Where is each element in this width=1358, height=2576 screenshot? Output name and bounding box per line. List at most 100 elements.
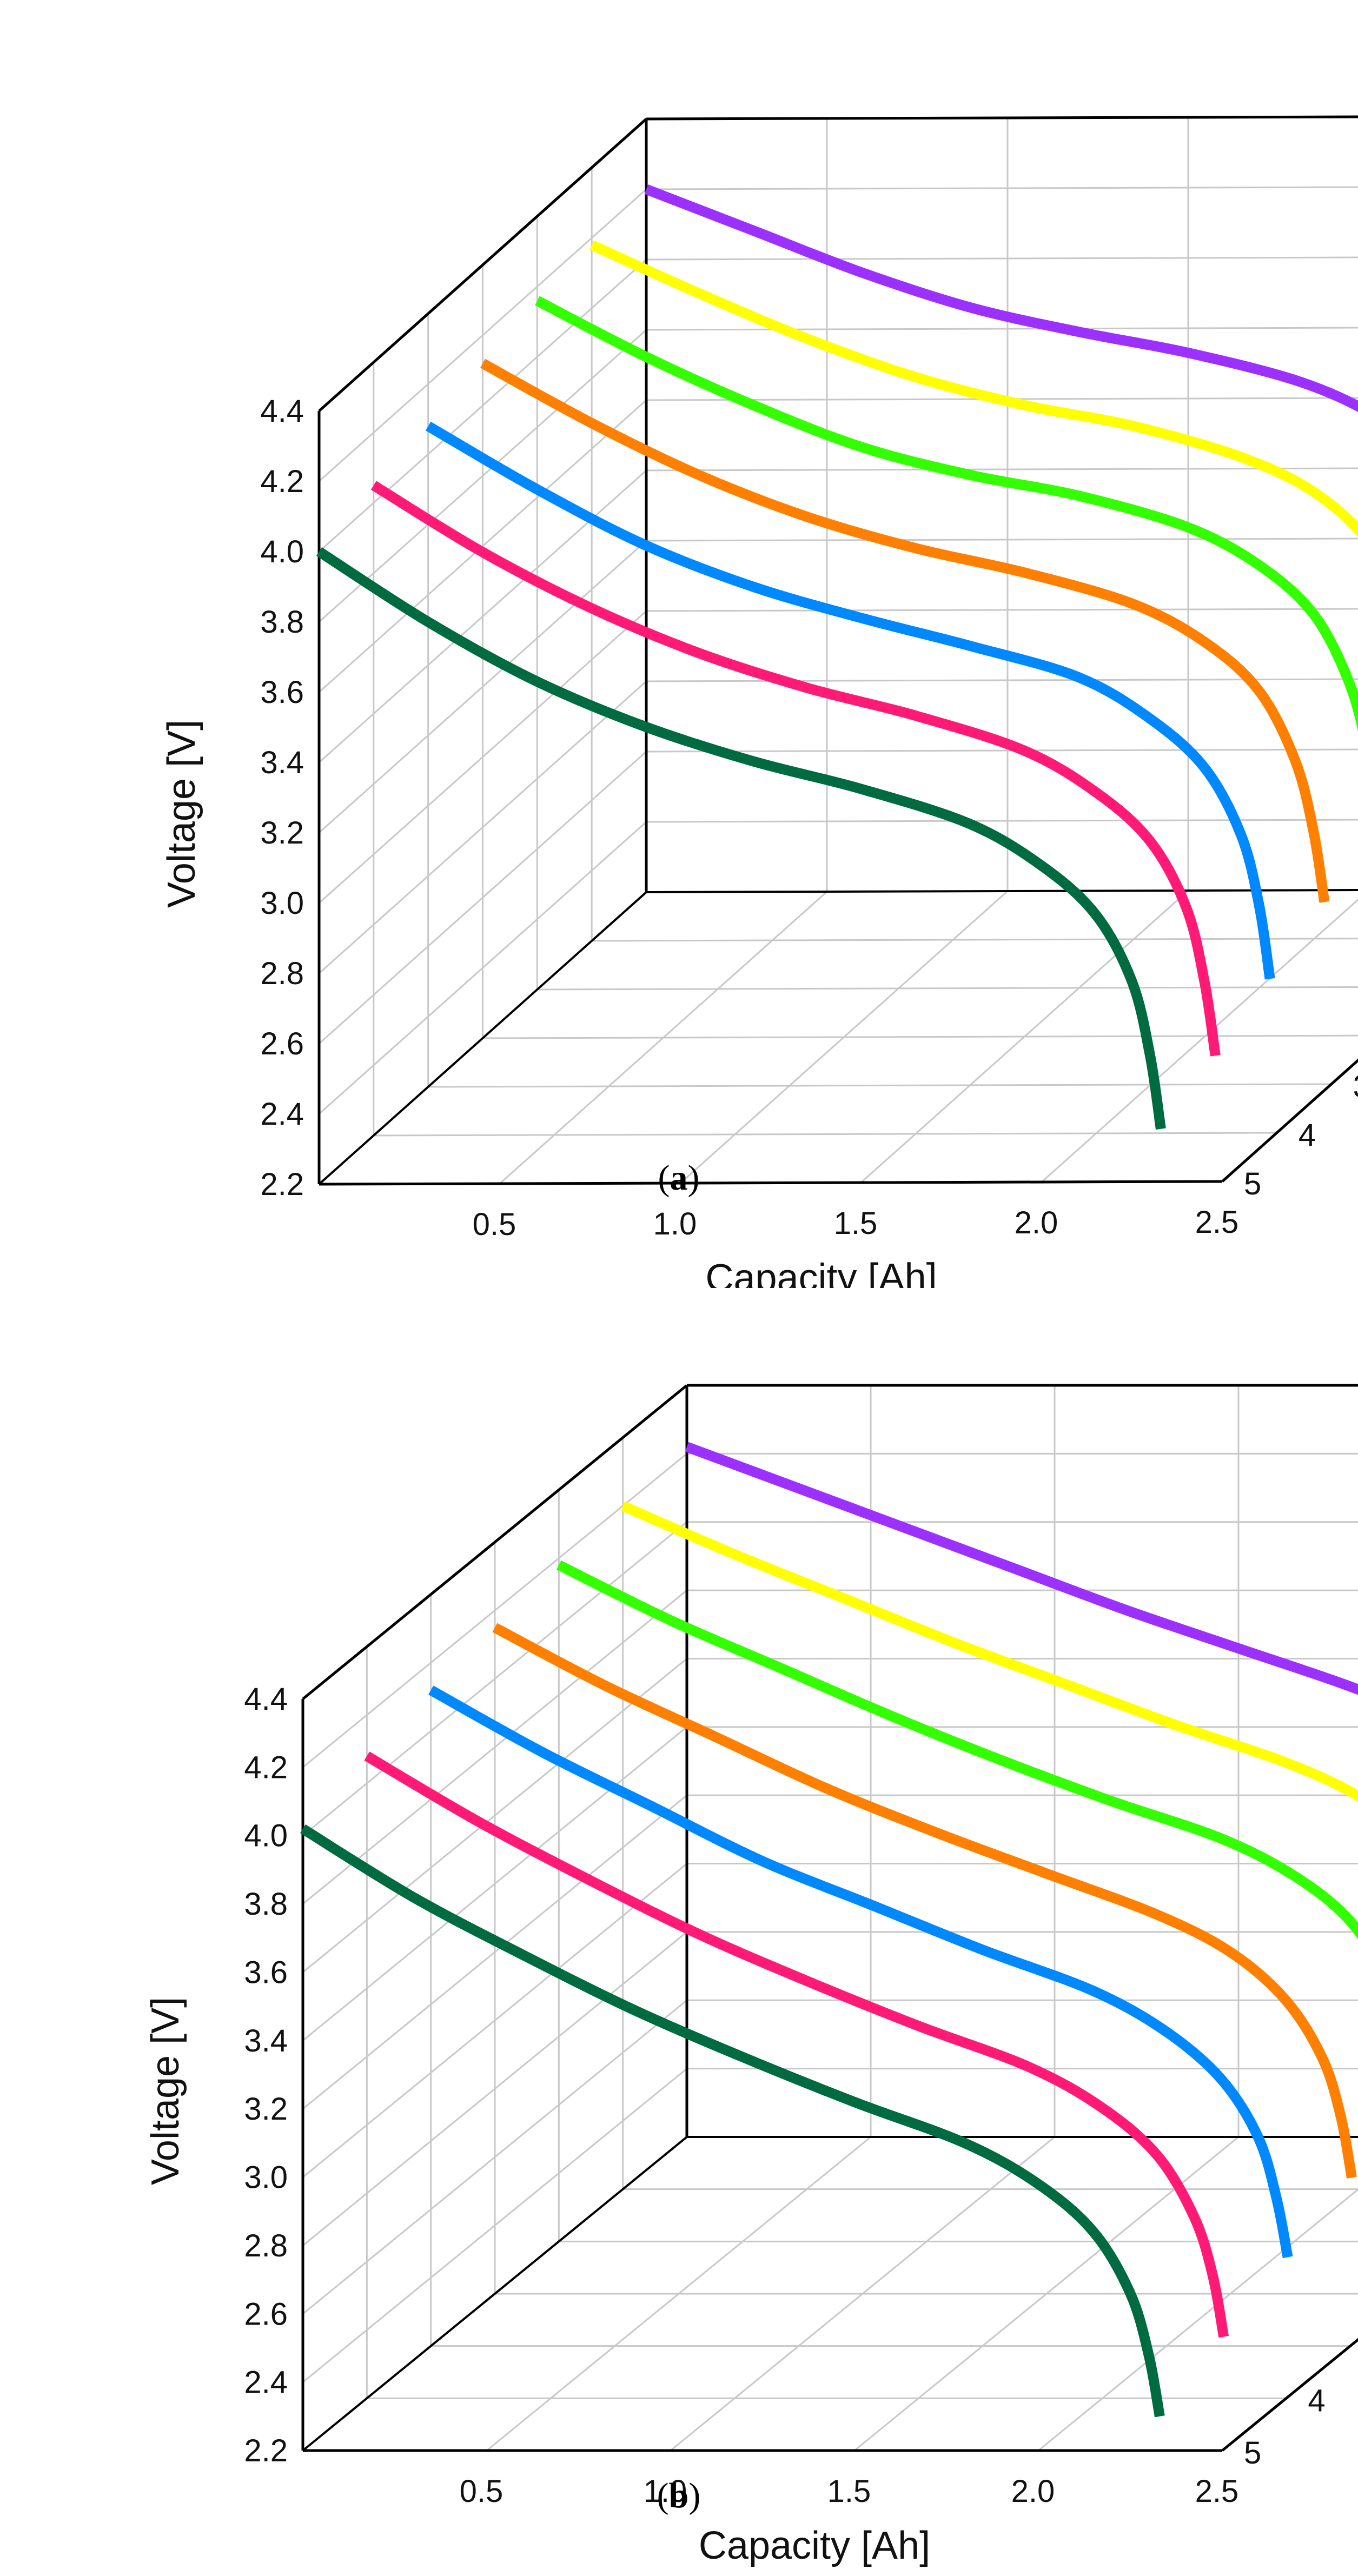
crate-tick-labels: 0.20.512345 [1244,1069,1358,1201]
caption-close-paren: ) [688,2476,700,2515]
series-curves [316,184,1358,1130]
crate-tick-label: 5 [1244,1166,1261,1201]
crate-tick-labels: 0.20.512345 [1244,2383,1326,2471]
chart-panel-b: 2.2 2.4 2.6 2.8 3.0 3.2 3.4 3.6 3.8 4.0 4.2 4.4 0.5 1… [144,1384,1358,2567]
floor-grid-line [373,1132,1277,1137]
caption-open-paren: ( [657,2476,669,2515]
crate-tick-label: 5 [1244,2435,1261,2471]
back-wall-grid-line [646,748,1358,753]
capacity-tick-label: 1.0 [644,2474,687,2509]
frame-edge [319,1180,1223,1186]
frame-edge [318,118,647,412]
floor-grid-line [428,1083,1331,1088]
caption-open-paren: ( [658,1158,670,1198]
voltage-tick-label: 3.8 [244,1887,288,1922]
capacity-tick-label: 0.5 [460,2474,504,2509]
y-axis-label: Voltage [V] [144,1997,187,2185]
capacity-tick-labels: 0.5 1.0 1.5 2.0 2.5 [473,1205,1239,1242]
panel-caption: (a) [658,1158,700,1198]
back-wall-grid-line [646,327,1358,331]
axis-frame [317,115,1358,1186]
capacity-tick-labels: 0.5 1.0 1.5 2.0 2.5 [460,2474,1239,2509]
voltage-tick-label: 2.2 [260,1167,304,1202]
voltage-tick-label: 3.4 [260,745,304,780]
series-line-crate-0-5 [620,1501,1358,1802]
voltage-tick-label: 2.4 [244,2365,288,2400]
voltage-tick-label: 4.4 [260,394,304,429]
back-wall-grid-line [646,537,1358,542]
frame-edge [646,115,1358,121]
x-axis-label: Capacity [Ah] [705,1256,937,1288]
capacity-tick-label: 2.0 [1015,1205,1058,1240]
capacity-tick-label: 1.5 [834,1206,878,1241]
panel-caption: (b) [657,2476,701,2515]
voltage-tick-label: 4.0 [244,1818,288,1854]
voltage-tick-label: 4.0 [260,534,304,569]
frame-edge [1221,2338,1358,2452]
voltage-tick-label: 3.0 [244,2160,288,2195]
series-line-crate-2 [480,358,1330,903]
voltage-tick-label: 4.2 [244,1750,288,1785]
caption-letter: a [670,1158,688,1198]
capacity-tick-label: 1.0 [653,1206,697,1241]
capacity-tick-label: 0.5 [473,1207,516,1242]
back-wall-grid-line [646,397,1358,401]
back-wall-grid-line [646,608,1358,612]
series-line-crate-5 [316,547,1166,1130]
voltage-tick-label: 2.8 [244,2228,288,2263]
voltage-tick-label: 3.2 [244,2092,288,2127]
series-line-crate-4 [364,1751,1229,2338]
series-line-crate-1 [534,296,1358,732]
voltage-tick-label: 3.2 [260,815,304,851]
series-line-crate-2 [492,1623,1357,2179]
frame-edge [1221,1058,1358,1183]
series-line-crate-5 [300,1824,1165,2418]
series-line-crate-0-5 [589,240,1358,537]
series-line-crate-0-2 [644,184,1358,413]
caption-letter: b [669,2476,689,2515]
floor-grid-line [537,986,1358,991]
frame-edge [302,1384,688,1700]
crate-tick-label: 4 [1299,1118,1316,1153]
frame-edge [646,889,1358,893]
voltage-tick-label: 3.8 [260,605,304,640]
capacity-tick-label: 2.5 [1195,1205,1239,1240]
voltage-tick-label: 2.6 [260,1026,304,1061]
voltage-tick-label: 2.2 [244,2433,288,2468]
capacity-tick-label: 2.5 [1195,2474,1239,2509]
frame-edge [302,2136,688,2452]
voltage-tick-label: 4.2 [260,464,304,499]
voltage-tick-label: 4.4 [244,1682,288,1717]
floor-grid-line [482,1034,1358,1039]
chart-panel-a: 2.2 2.4 2.6 2.8 3.0 3.2 3.4 3.6 3.8 4.0 4.2 4.4 0.5 1… [160,115,1358,1288]
back-wall-grid-line [646,256,1358,261]
series-line-crate-4 [370,481,1221,1057]
x-axis-label: Capacity [Ah] [699,2524,930,2567]
caption-close-paren: ) [688,1158,700,1198]
series-line-crate-3 [425,421,1275,980]
axis-frame [301,1384,1358,2452]
floor-grid-line [592,938,1358,942]
voltage-tick-label: 2.8 [260,956,304,991]
voltage-tick-labels: 2.2 2.4 2.6 2.8 3.0 3.2 3.4 3.6 3.8 4.0 4.2 4.4 [244,1682,288,2468]
voltage-tick-label: 2.4 [260,1097,304,1132]
series-curves [300,1442,1358,2418]
voltage-tick-label: 3.6 [260,675,304,710]
crate-tick-label: 3 [1353,1069,1358,1104]
voltage-tick-label: 2.6 [244,2296,288,2332]
crate-tick-label: 4 [1308,2383,1325,2418]
back-wall-grid-line [646,186,1358,190]
voltage-tick-labels: 2.2 2.4 2.6 2.8 3.0 3.2 3.4 3.6 3.8 4.0 4.2 4.4 [260,394,304,1202]
capacity-tick-label: 2.0 [1011,2474,1055,2509]
voltage-tick-label: 3.4 [244,2023,288,2059]
back-wall-grid-line [646,467,1358,472]
series-line-crate-1 [557,1560,1358,1940]
series-line-crate-3 [428,1685,1293,2259]
y-axis-label: Voltage [V] [160,720,203,908]
back-wall-grid-line [646,819,1358,823]
capacity-tick-label: 1.5 [827,2474,871,2509]
voltage-tick-label: 3.0 [260,886,304,921]
series-line-crate-0-2 [685,1442,1358,1695]
voltage-tick-label: 3.6 [244,1955,288,1990]
